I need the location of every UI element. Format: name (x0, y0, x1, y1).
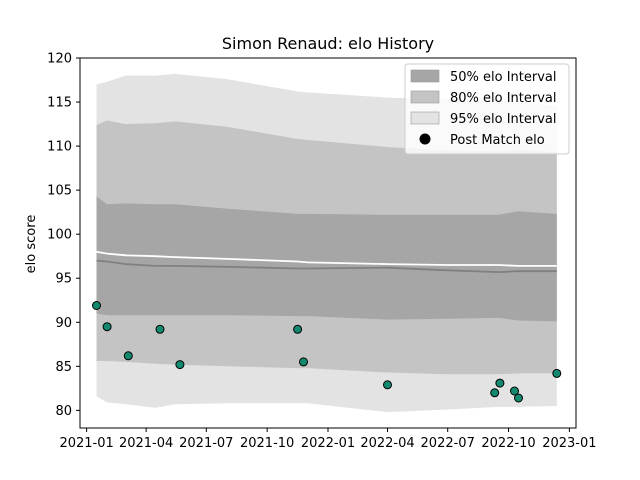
x-tick-label: 2022-10 (481, 436, 535, 451)
x-tick-label: 2021-01 (59, 436, 113, 451)
post-match-elo-point (552, 368, 562, 378)
post-match-elo-point (102, 322, 112, 332)
mean-elo-line (96, 250, 557, 267)
legend-swatch (410, 69, 440, 83)
legend-label: Post Match elo (450, 133, 545, 148)
plot-area (92, 73, 562, 413)
y-tick-label: 110 (47, 140, 72, 155)
y-tick-label: 120 (47, 52, 72, 67)
post-match-elo-point (293, 324, 303, 334)
median-elo-line (96, 259, 557, 274)
x-tick-label: 2021-10 (240, 436, 294, 451)
y-tick-label: 85 (55, 360, 72, 375)
y-tick-label: 80 (55, 404, 72, 419)
x-tick-label: 2023-01 (542, 436, 596, 451)
y-tick-label: 100 (47, 228, 72, 243)
x-tick-label: 2022-01 (301, 436, 355, 451)
post-match-elo-point (155, 324, 165, 334)
post-match-elo-point (175, 360, 185, 370)
x-tick-label: 2021-04 (119, 436, 173, 451)
post-match-elo-point (514, 393, 523, 403)
post-match-elo-point (510, 386, 519, 396)
legend-swatch (410, 111, 440, 125)
post-match-elo-point (92, 301, 101, 310)
post-match-elo-point (123, 351, 133, 361)
legend-swatch (410, 90, 440, 104)
post-match-elo-point (495, 378, 505, 388)
band-50-percent-interval (96, 196, 557, 322)
y-tick-label: 105 (47, 184, 72, 199)
chart-title: Simon Renaud: elo History (222, 34, 434, 53)
y-tick-label: 90 (55, 316, 72, 331)
axes: 80 85 90 95 100 105 110 115 120 2021-01 2021-04 202… (47, 52, 596, 452)
legend-label: 50% elo Interval (450, 70, 557, 85)
legend-marker (419, 133, 431, 145)
legend: 50% elo Interval 80% elo Interval 95% elo … (404, 63, 570, 155)
post-match-elo-point (383, 380, 392, 390)
x-tick-label: 2022-07 (421, 436, 475, 451)
x-tick-label: 2022-04 (360, 436, 414, 451)
x-tick-label: 2021-07 (179, 436, 233, 451)
legend-box (404, 63, 570, 155)
legend-label: 80% elo Interval (450, 91, 557, 106)
y-axis-label: elo score (24, 215, 39, 274)
post-match-elo-point (490, 388, 500, 398)
legend-label: 95% elo Interval (450, 112, 557, 127)
y-tick-label: 115 (47, 96, 72, 111)
y-tick-label: 95 (55, 272, 72, 287)
post-match-elo-point (299, 357, 308, 367)
